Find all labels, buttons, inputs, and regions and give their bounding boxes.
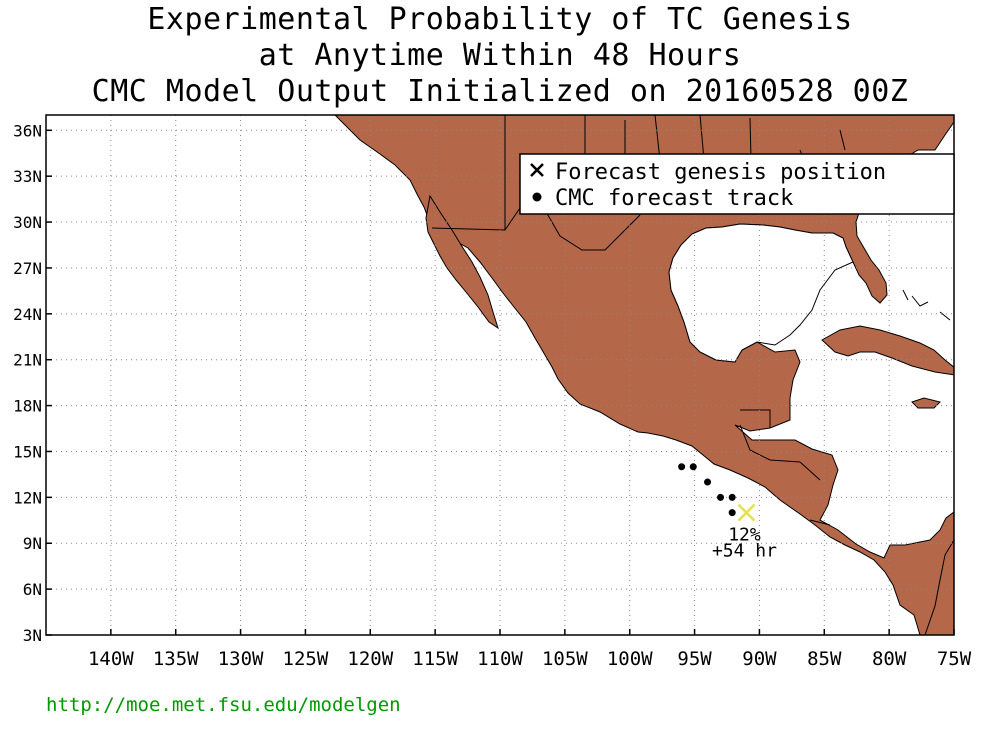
- lat-tick-label: 27N: [13, 259, 42, 278]
- track-point: [689, 463, 697, 471]
- legend-genesis-label: Forecast genesis position: [555, 160, 886, 185]
- gulf-of-mexico: [668, 223, 854, 363]
- title-line-1: Experimental Probability of TC Genesis: [147, 2, 853, 37]
- baja-california: [425, 194, 499, 330]
- lon-tick-label: 115W: [412, 648, 458, 670]
- lat-tick-label: 6N: [23, 580, 42, 599]
- forecast-track: [678, 463, 736, 517]
- track-point: [678, 463, 686, 471]
- lat-tick-label: 36N: [13, 121, 42, 140]
- land-layer: [334, 115, 954, 635]
- track-point: [704, 478, 712, 486]
- lat-tick-label: 9N: [23, 534, 42, 553]
- title-line-2: at Anytime Within 48 Hours: [258, 38, 742, 73]
- lon-tick-label: 140W: [88, 648, 134, 670]
- lat-tick-label: 12N: [13, 488, 42, 507]
- lat-tick-label: 18N: [13, 397, 42, 416]
- lat-tick-label: 24N: [13, 305, 42, 324]
- lat-tick-label: 3N: [23, 626, 42, 645]
- lat-tick-label: 15N: [13, 442, 42, 461]
- lat-tick-label: 30N: [13, 213, 42, 232]
- lat-tick-label: 33N: [13, 167, 42, 186]
- track-point: [728, 493, 736, 501]
- legend-box: Forecast genesis position CMC forecast t…: [519, 153, 955, 215]
- lon-tick-label: 90W: [742, 648, 777, 670]
- genesis-probability-label: 12%: [728, 525, 761, 546]
- legend-track-label: CMC forecast track: [555, 186, 793, 211]
- lon-tick-label: 125W: [283, 648, 329, 670]
- axes: 36N 33N 30N 27N 24N 21N 18N 15N 12N 9N 6N 3N 140W 135…: [13, 121, 972, 670]
- cuba: [821, 325, 954, 376]
- genesis-lead-time-label: +54 hr: [712, 541, 777, 562]
- title-line-3: CMC Model Output Initialized on 20160528…: [91, 74, 909, 109]
- lon-tick-label: 135W: [153, 648, 199, 670]
- lon-tick-label: 105W: [542, 648, 588, 670]
- lon-tick-label: 130W: [218, 648, 264, 670]
- legend-frame: [519, 153, 955, 215]
- legend-x-icon: [530, 163, 544, 177]
- grid-lines: [46, 115, 954, 635]
- genesis-x-marker: [737, 503, 756, 522]
- lon-tick-label: 80W: [872, 648, 907, 670]
- lon-tick-label: 110W: [477, 648, 523, 670]
- south-america: [924, 539, 954, 635]
- lon-tick-label: 75W: [937, 648, 972, 670]
- jamaica: [911, 397, 941, 409]
- genesis-marker-group: 12% +54 hr: [712, 503, 777, 562]
- lon-tick-label: 95W: [677, 648, 712, 670]
- track-point: [717, 493, 725, 501]
- north-america-landmass: [334, 115, 954, 635]
- lon-tick-label: 85W: [807, 648, 842, 670]
- lon-tick-label: 100W: [607, 648, 653, 670]
- lat-tick-label: 21N: [13, 351, 42, 370]
- track-point: [728, 509, 736, 517]
- source-url-link[interactable]: http://moe.met.fsu.edu/modelgen: [46, 694, 401, 716]
- lon-tick-label: 120W: [347, 648, 393, 670]
- legend-dot-icon: [532, 192, 542, 202]
